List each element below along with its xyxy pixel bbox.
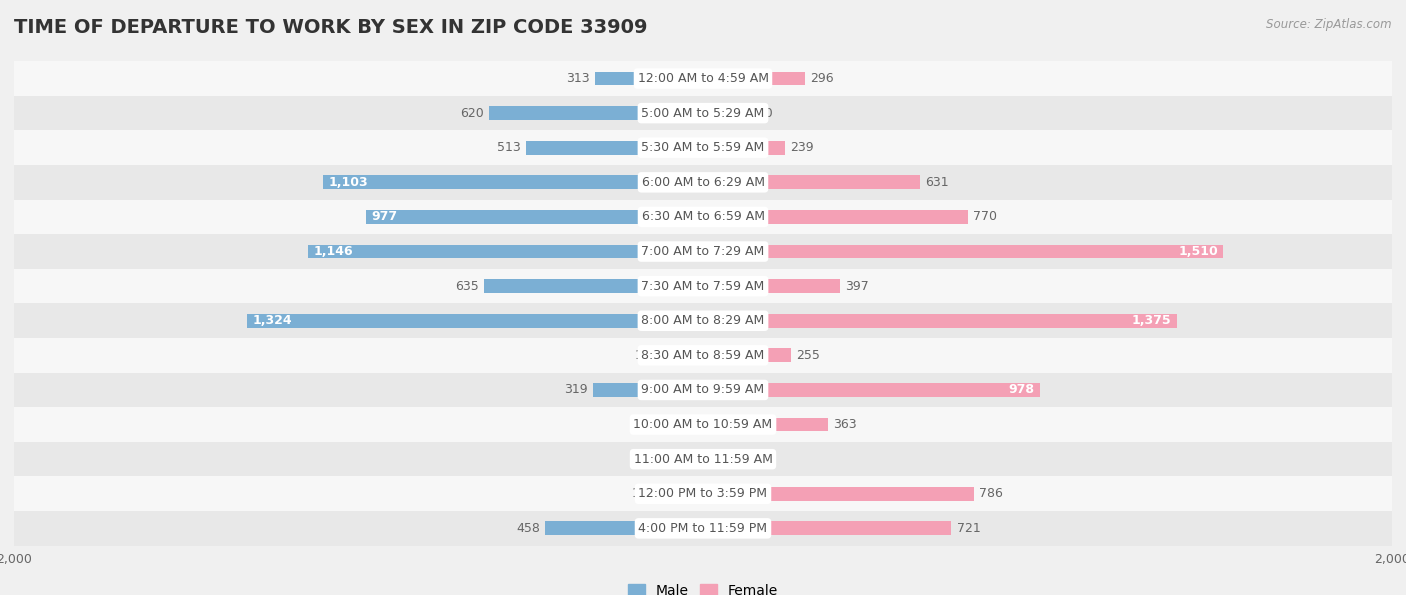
Bar <box>308 245 703 258</box>
Text: 114: 114 <box>636 349 658 362</box>
Text: 9:00 AM to 9:59 AM: 9:00 AM to 9:59 AM <box>641 383 765 396</box>
Bar <box>703 245 1223 258</box>
Text: 7:30 AM to 7:59 AM: 7:30 AM to 7:59 AM <box>641 280 765 293</box>
Text: 1,324: 1,324 <box>252 314 291 327</box>
Bar <box>593 383 703 397</box>
Text: 631: 631 <box>925 176 949 189</box>
Text: Source: ZipAtlas.com: Source: ZipAtlas.com <box>1267 18 1392 31</box>
Bar <box>323 176 703 189</box>
Bar <box>14 477 1392 511</box>
Bar <box>703 176 921 189</box>
Bar <box>14 338 1392 372</box>
Bar <box>703 141 786 155</box>
Bar <box>703 452 720 466</box>
Text: 12:00 AM to 4:59 AM: 12:00 AM to 4:59 AM <box>637 72 769 85</box>
Bar <box>546 521 703 536</box>
Bar <box>703 487 974 500</box>
Bar <box>14 165 1392 200</box>
Bar <box>703 279 839 293</box>
Bar <box>14 372 1392 407</box>
Text: 7:00 AM to 7:29 AM: 7:00 AM to 7:29 AM <box>641 245 765 258</box>
Text: 319: 319 <box>564 383 588 396</box>
Bar <box>14 96 1392 130</box>
Text: 1,146: 1,146 <box>314 245 353 258</box>
Text: 124: 124 <box>631 487 655 500</box>
Bar <box>247 314 703 328</box>
Bar <box>526 141 703 155</box>
Text: 721: 721 <box>956 522 980 535</box>
Bar <box>14 511 1392 546</box>
Bar <box>14 442 1392 477</box>
Bar <box>703 107 744 120</box>
Bar <box>14 234 1392 269</box>
Text: 6:00 AM to 6:29 AM: 6:00 AM to 6:29 AM <box>641 176 765 189</box>
Legend: Male, Female: Male, Female <box>623 579 783 595</box>
Text: 786: 786 <box>979 487 1002 500</box>
Bar <box>703 71 806 86</box>
Text: 313: 313 <box>567 72 591 85</box>
Bar <box>703 383 1040 397</box>
Bar <box>14 130 1392 165</box>
Bar <box>14 269 1392 303</box>
Bar <box>703 418 828 431</box>
Text: 8:00 AM to 8:29 AM: 8:00 AM to 8:29 AM <box>641 314 765 327</box>
Text: 1,510: 1,510 <box>1178 245 1218 258</box>
Text: 51: 51 <box>725 453 741 466</box>
Bar <box>14 200 1392 234</box>
Text: 255: 255 <box>796 349 820 362</box>
Text: 107: 107 <box>637 418 661 431</box>
Text: 239: 239 <box>790 141 814 154</box>
Text: 978: 978 <box>1008 383 1035 396</box>
Text: 770: 770 <box>973 211 997 224</box>
Bar <box>703 314 1177 328</box>
Text: 11:00 AM to 11:59 AM: 11:00 AM to 11:59 AM <box>634 453 772 466</box>
Text: 120: 120 <box>749 107 773 120</box>
Text: 4:00 PM to 11:59 PM: 4:00 PM to 11:59 PM <box>638 522 768 535</box>
Text: 620: 620 <box>461 107 484 120</box>
Text: 1,375: 1,375 <box>1132 314 1171 327</box>
Text: 397: 397 <box>845 280 869 293</box>
Bar <box>367 210 703 224</box>
Bar <box>666 418 703 431</box>
Bar <box>14 407 1392 442</box>
Bar <box>664 349 703 362</box>
Text: 1,103: 1,103 <box>328 176 368 189</box>
Text: 6:30 AM to 6:59 AM: 6:30 AM to 6:59 AM <box>641 211 765 224</box>
Bar <box>697 452 703 466</box>
Bar <box>703 349 790 362</box>
Text: TIME OF DEPARTURE TO WORK BY SEX IN ZIP CODE 33909: TIME OF DEPARTURE TO WORK BY SEX IN ZIP … <box>14 18 648 37</box>
Text: 8:30 AM to 8:59 AM: 8:30 AM to 8:59 AM <box>641 349 765 362</box>
Text: 18: 18 <box>676 453 692 466</box>
Bar <box>489 107 703 120</box>
Bar <box>14 303 1392 338</box>
Bar <box>703 210 969 224</box>
Text: 635: 635 <box>456 280 479 293</box>
Text: 977: 977 <box>371 211 398 224</box>
Bar <box>14 61 1392 96</box>
Text: 12:00 PM to 3:59 PM: 12:00 PM to 3:59 PM <box>638 487 768 500</box>
Text: 5:00 AM to 5:29 AM: 5:00 AM to 5:29 AM <box>641 107 765 120</box>
Text: 5:30 AM to 5:59 AM: 5:30 AM to 5:59 AM <box>641 141 765 154</box>
Bar <box>595 71 703 86</box>
Text: 513: 513 <box>498 141 522 154</box>
Text: 296: 296 <box>810 72 834 85</box>
Bar <box>661 487 703 500</box>
Text: 363: 363 <box>834 418 856 431</box>
Bar <box>703 521 952 536</box>
Text: 458: 458 <box>516 522 540 535</box>
Text: 10:00 AM to 10:59 AM: 10:00 AM to 10:59 AM <box>634 418 772 431</box>
Bar <box>484 279 703 293</box>
